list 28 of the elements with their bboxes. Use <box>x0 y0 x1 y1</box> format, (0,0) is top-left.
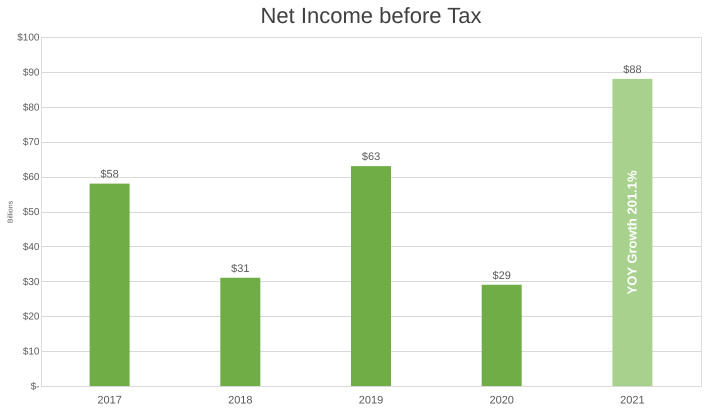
data-label: $31 <box>231 262 250 275</box>
bar <box>220 278 260 386</box>
data-label: $88 <box>623 64 642 76</box>
x-tick-label: 2020 <box>489 394 514 406</box>
y-tick-label: $40 <box>22 242 40 253</box>
y-tick-label: $70 <box>22 137 40 148</box>
y-tick-label: $100 <box>17 32 40 44</box>
annotation: YOY Growth 201.1% <box>624 170 640 294</box>
y-tick-label: $90 <box>22 67 40 78</box>
y-tick-label: $20 <box>22 312 40 323</box>
bar <box>482 284 522 386</box>
y-tick-label: $80 <box>22 102 40 114</box>
y-tick-label: $60 <box>22 172 40 184</box>
data-label: $58 <box>100 168 119 181</box>
bar <box>612 78 652 386</box>
data-label: $29 <box>492 270 511 282</box>
x-tick-label: 2019 <box>358 394 384 406</box>
x-tick-label: 2018 <box>228 394 253 406</box>
y-tick-label: $- <box>30 382 40 392</box>
x-tick-label: 2021 <box>620 394 645 406</box>
bar <box>351 166 391 386</box>
y-tick-label: $10 <box>22 346 40 358</box>
chart-title: Net Income before Tax <box>260 3 482 28</box>
y-tick-label: $50 <box>22 207 40 218</box>
x-tick-label: 2017 <box>97 394 122 406</box>
bar <box>90 184 130 386</box>
data-label: $63 <box>362 151 380 164</box>
y-tick-label: $30 <box>22 276 40 288</box>
